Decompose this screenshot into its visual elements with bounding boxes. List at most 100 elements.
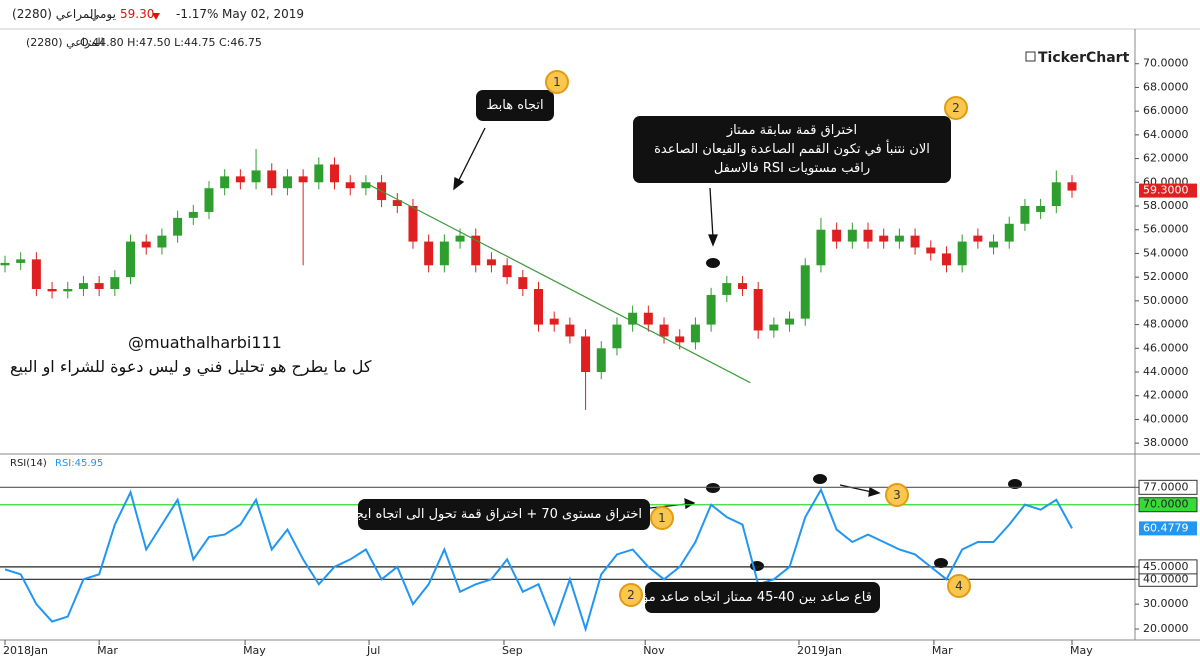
candle-body — [392, 200, 402, 206]
down-arrow — [152, 13, 160, 20]
marker: 3 — [885, 483, 909, 507]
candle-body — [408, 206, 418, 242]
candle-body — [157, 235, 167, 248]
candle-body — [832, 229, 842, 242]
last-rsi-box — [1139, 521, 1197, 536]
candle-body — [78, 283, 88, 289]
candle-body — [235, 176, 245, 183]
candle-body — [534, 289, 543, 325]
candle-body — [486, 259, 496, 266]
name: المراعي — [55, 7, 97, 21]
candle-body — [910, 235, 920, 248]
y-tick-label: 38.0000 — [1143, 436, 1189, 449]
candle-body — [941, 253, 951, 266]
candle-body — [1067, 182, 1077, 191]
trendline — [368, 184, 751, 384]
y-tick-label: 52.0000 — [1143, 270, 1189, 283]
candle-body — [1004, 223, 1014, 242]
candle-body — [330, 164, 340, 183]
candle-body — [47, 289, 57, 292]
candle-body — [596, 348, 606, 372]
y-tick-label: 30.0000 — [1143, 597, 1189, 610]
brand: TickerChart — [1038, 50, 1130, 66]
x-tick-label: 2018Jan — [3, 644, 48, 657]
arrows — [453, 127, 881, 608]
candle-body — [63, 289, 73, 292]
y-tick-label: 58.0000 — [1143, 199, 1189, 212]
candle-body — [612, 324, 622, 349]
y-tick-label: 62.0000 — [1143, 152, 1189, 165]
x-tick-label: 2019Jan — [797, 644, 842, 657]
y-tick-label: 46.0000 — [1143, 341, 1189, 354]
period: يومي — [90, 7, 116, 21]
level-box — [1138, 497, 1198, 513]
rsi-line — [4, 487, 1073, 633]
logo-icon — [1025, 51, 1036, 62]
candle-body — [31, 259, 41, 289]
marker: 1 — [545, 70, 569, 94]
x-tick-label: Jul — [366, 644, 380, 657]
y-tick-label: 48.0000 — [1143, 318, 1189, 331]
candle-body — [565, 324, 575, 337]
x-tick-label: Nov — [643, 644, 665, 657]
candle-body — [675, 336, 685, 343]
x-tick-label: Sep — [502, 644, 523, 657]
candle-body — [769, 324, 779, 331]
candle-body — [173, 217, 183, 236]
rsi-title: RSI(14) — [10, 458, 47, 469]
last-rsi-label: 60.4779 — [1143, 521, 1189, 534]
candle-body — [267, 170, 277, 189]
candle-body — [659, 324, 669, 337]
candle-body — [126, 241, 136, 278]
candle-body — [722, 283, 732, 295]
candle-body — [1051, 182, 1061, 206]
last-price-box — [1139, 183, 1197, 198]
candle-body — [549, 318, 559, 325]
change: -1.17% — [176, 7, 219, 21]
candle-body — [220, 176, 230, 189]
marker: 4 — [947, 574, 971, 598]
x-tick-label: Mar — [932, 644, 953, 657]
y-tick-label: 40.0000 — [1143, 572, 1189, 585]
symbol-line: المراعي (2280) — [26, 36, 104, 49]
stock-name: المراعي (2280) — [12, 7, 97, 21]
x-tick-label: Mar — [97, 644, 118, 657]
y-tick-label: 56.0000 — [1143, 223, 1189, 236]
candle-body — [282, 176, 292, 189]
candle-body — [188, 211, 198, 218]
breakout-note: اختراق قمة سابقة ممتاز الان نتنبأ في تكو… — [633, 116, 951, 183]
candle-body — [110, 277, 120, 289]
y-tick-label: 70.0000 — [1143, 57, 1189, 70]
price: 59.30 — [120, 7, 155, 21]
last-price-label: 59.3000 — [1143, 184, 1189, 197]
candle-body — [518, 277, 528, 289]
marker: 2 — [944, 96, 968, 120]
x-tick-label: May — [1070, 644, 1093, 657]
y-tick-label: 44.0000 — [1143, 365, 1189, 378]
rsi-subtitle: RSI:45.95 — [55, 458, 103, 469]
candle-body — [643, 312, 653, 325]
note-line: الان نتنبأ في تكون القمم الصاعدة والقيعا… — [654, 142, 930, 157]
candle-body — [847, 229, 857, 242]
candle-body — [439, 241, 449, 266]
y-tick-label: 77.0000 — [1143, 480, 1189, 493]
candle-body — [455, 235, 465, 242]
y-tick-label: 20.0000 — [1143, 622, 1189, 635]
y-tick-label: 66.0000 — [1143, 104, 1189, 117]
candle-body — [926, 247, 936, 254]
y-tick-label: 68.0000 — [1143, 80, 1189, 93]
marker: 2 — [619, 583, 643, 607]
candle-body — [424, 241, 434, 266]
ohlc: O:44.80 H:47.50 L:44.75 C:46.75 — [80, 36, 262, 49]
candle-body — [753, 289, 763, 331]
candle-body — [502, 265, 512, 278]
candle-body — [879, 235, 889, 242]
candle-body — [251, 170, 261, 183]
y-tick-label: 64.0000 — [1143, 128, 1189, 141]
candle-body — [863, 229, 873, 242]
y-tick-label: 40.0000 — [1143, 412, 1189, 425]
disclaimer: كل ما يطرح هو تحليل فني و ليس دعوة للشرا… — [10, 357, 372, 376]
candle-body — [298, 176, 308, 183]
candle-body — [1036, 206, 1046, 212]
